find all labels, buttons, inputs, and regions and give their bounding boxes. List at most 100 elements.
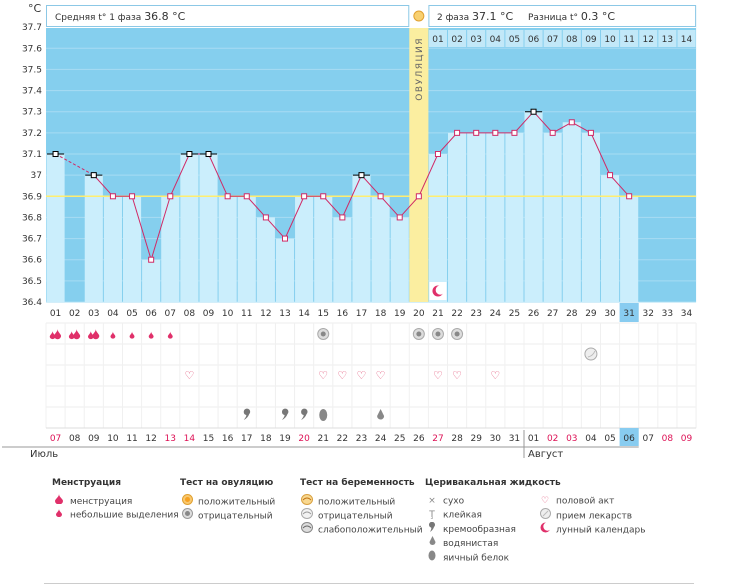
date-label: 03 — [566, 434, 577, 444]
date-label: 22 — [337, 434, 348, 444]
temperature-bar — [428, 154, 448, 302]
moon-icon — [538, 522, 552, 538]
y-tick-label: 36.7 — [22, 235, 42, 245]
cycle-day-label: 04 — [107, 309, 119, 319]
ovulation-positive-icon — [180, 494, 194, 510]
today-date-cell — [619, 428, 639, 446]
temperature-point — [205, 151, 212, 157]
temperature-point — [607, 172, 614, 179]
temperature-point — [262, 214, 269, 221]
heart-icon: ♡ — [452, 369, 462, 382]
phase2-day-cell — [600, 30, 620, 47]
date-label: 16 — [222, 434, 234, 444]
temperature-point — [90, 172, 97, 179]
temperature-bar — [524, 111, 543, 302]
temperature-point — [167, 193, 174, 200]
date-label: 04 — [585, 434, 597, 444]
cycle-day-label: 33 — [662, 309, 673, 319]
pregnancy-positive-icon — [300, 494, 314, 510]
phase2-day-label: 13 — [662, 35, 673, 45]
legend-pregnancy-item: отрицательный — [318, 511, 393, 522]
date-label: 26 — [413, 434, 425, 444]
temperature-point — [320, 193, 327, 200]
temperature-point — [473, 129, 480, 136]
y-tick-label: 37 — [31, 171, 42, 181]
y-tick-label: 36.6 — [22, 256, 42, 266]
sun-icon — [413, 10, 425, 22]
date-label: 07 — [643, 434, 654, 444]
date-label: 29 — [470, 434, 482, 444]
cycle-day-label: 06 — [145, 309, 157, 319]
temperature-bar — [237, 196, 256, 302]
date-label: 06 — [623, 434, 635, 444]
legend-cervical-item: яичный белок — [443, 553, 510, 564]
cycle-day-label: 29 — [585, 309, 597, 319]
phase2-day-cell — [524, 30, 543, 47]
temperature-bar — [581, 132, 600, 302]
legend-other-item: лунный календарь — [556, 525, 646, 536]
spotting-drop-icon — [148, 331, 154, 339]
phase2-day-cell — [620, 30, 639, 47]
creamy-icon — [425, 521, 439, 537]
legend-cervical-item: кремообразная — [443, 525, 516, 535]
legend-pregnancy-item: положительный — [318, 497, 396, 508]
egg-white-icon — [425, 550, 439, 566]
temperature-point — [568, 119, 575, 126]
temperature-point — [109, 193, 116, 200]
cycle-day-label: 20 — [413, 309, 425, 319]
legend-title-menstruation: Менструация — [52, 478, 121, 488]
moon-icon-mask — [435, 285, 445, 295]
y-tick-label: 37.1 — [22, 150, 42, 160]
menstruation-drop-icon — [54, 329, 62, 340]
cycle-day-label: 03 — [88, 309, 99, 319]
temperature-point — [434, 151, 441, 157]
ovulation-negative-dot — [416, 331, 422, 337]
y-tick-label: 37.4 — [22, 87, 42, 97]
temperature-point — [396, 214, 403, 221]
phase2-day-cell — [581, 30, 600, 47]
menstruation-drop-icon — [88, 331, 94, 340]
month-august: Август — [528, 449, 563, 460]
heart-icon: ♡ — [357, 369, 367, 382]
temperature-bar — [620, 196, 639, 302]
temperature-bar — [486, 132, 505, 302]
ovulation-negative-icon — [180, 508, 194, 524]
date-label: 21 — [318, 434, 329, 444]
cycle-day-label: 05 — [126, 309, 137, 319]
cycle-day-label: 09 — [203, 309, 215, 319]
cycle-day-label: 32 — [643, 309, 654, 319]
y-tick-label: 36.9 — [22, 192, 42, 202]
temperature-bar — [333, 217, 352, 302]
temperature-point — [549, 129, 556, 136]
bottom-divider — [44, 583, 694, 584]
temperature-point — [243, 193, 250, 200]
phase2-day-label: 07 — [547, 35, 558, 45]
legend-title-ovulation: Тест на овуляцию — [180, 478, 274, 488]
temperature-bar — [142, 259, 161, 302]
heart-icon: ♡ — [337, 369, 347, 382]
sticky-icon: Ţ — [429, 510, 435, 520]
ovulation-column — [409, 6, 429, 302]
creamy-icon — [301, 408, 308, 420]
heart-icon: ♡ — [540, 496, 550, 506]
y-tick-label: 37.3 — [22, 108, 42, 118]
legend-cervical-item: сухо — [443, 496, 465, 507]
cycle-day-label: 15 — [318, 309, 329, 319]
cycle-day-label: 13 — [279, 309, 290, 319]
menstruation-drop-icon — [68, 331, 75, 340]
temperature-bar — [352, 175, 371, 302]
pregnancy-weak-icon — [300, 522, 314, 538]
y-tick-label: 37.2 — [22, 129, 42, 139]
drop-big-icon — [52, 494, 66, 509]
phase2-day-label: 09 — [585, 35, 597, 45]
legend-cervical-item: клейкая — [443, 510, 482, 521]
legend-other-item: половой акт — [556, 496, 615, 507]
phase2-day-label: 05 — [509, 35, 520, 45]
temperature-bar — [295, 196, 314, 302]
cycle-day-label: 28 — [566, 309, 578, 319]
temperature-point — [339, 214, 346, 221]
temperature-bar — [161, 196, 180, 302]
cycle-day-label: 26 — [528, 309, 540, 319]
temperature-point — [282, 235, 288, 242]
ovulation-negative-dot — [320, 331, 326, 337]
